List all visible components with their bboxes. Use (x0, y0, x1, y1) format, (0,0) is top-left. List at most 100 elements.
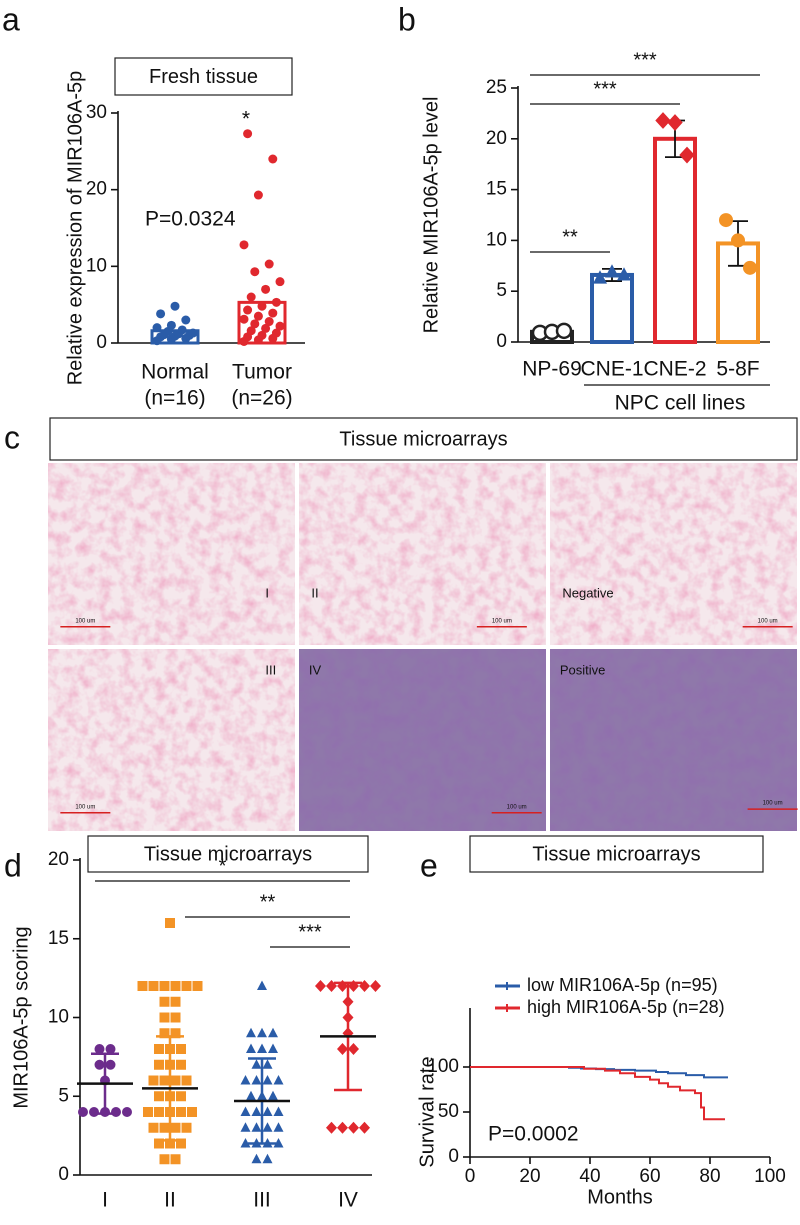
y-tick-label: 0 (96, 332, 107, 353)
data-point (246, 326, 256, 336)
data-point (250, 319, 260, 329)
data-point (240, 1122, 251, 1132)
bar (590, 272, 634, 344)
data-point (239, 314, 249, 324)
y-tick-label: 0 (58, 1164, 69, 1185)
x-tick-label: 60 (639, 1166, 660, 1187)
data-point (667, 114, 683, 131)
data-point (159, 1122, 170, 1133)
panel-letter: c (4, 419, 20, 455)
micrograph-texture (550, 649, 797, 831)
significance-label: ** (562, 226, 578, 248)
data-point (268, 308, 278, 318)
y-tick-label: 15 (486, 179, 507, 200)
data-point (170, 981, 181, 991)
scale-bar-label: 100 um (763, 801, 783, 807)
data-point (593, 270, 607, 284)
x-tick-note: (n=16) (144, 387, 205, 410)
data-point (111, 1107, 121, 1117)
image-label: II (311, 585, 318, 600)
data-point (261, 323, 271, 333)
x-tick-label: Tumor (232, 361, 292, 384)
y-tick-label: 10 (486, 229, 507, 250)
data-point (731, 233, 745, 248)
data-point (253, 311, 263, 321)
data-point (251, 1122, 262, 1132)
title-box (469, 835, 764, 873)
data-point (154, 1044, 164, 1054)
x-tick-label: 40 (579, 1166, 600, 1187)
data-point (177, 325, 187, 335)
data-point (240, 1075, 251, 1085)
x-axis-label: Months (587, 1186, 653, 1208)
data-point (170, 996, 181, 1007)
panel-letter: d (4, 847, 22, 883)
legend-label: low MIR106A-5p (n=95) (527, 975, 718, 995)
image-label: I (265, 585, 269, 600)
data-point (170, 1154, 181, 1165)
data-point (176, 1107, 186, 1117)
data-point (176, 1059, 186, 1070)
data-point (159, 1154, 170, 1165)
significance-label: * (219, 855, 227, 877)
data-point (261, 284, 271, 294)
significance-label: *** (633, 49, 657, 71)
data-point (122, 1107, 132, 1117)
data-point (250, 267, 260, 277)
data-point (359, 1121, 370, 1134)
data-point (257, 1027, 267, 1038)
data-point (262, 1153, 273, 1164)
data-point (187, 1107, 197, 1117)
scale-bar-label: 100 um (758, 618, 778, 624)
data-point (246, 1027, 256, 1038)
data-point (159, 1012, 170, 1023)
x-tick-label: Normal (141, 361, 209, 384)
y-axis-label: Survival rate (416, 1056, 438, 1167)
significance-label: *** (298, 921, 322, 943)
data-point (176, 1138, 186, 1149)
x-tick-label: 0 (465, 1166, 476, 1187)
data-point (271, 297, 281, 307)
y-axis-label: Relative MIR106A-5p level (420, 97, 442, 334)
data-point (170, 1028, 181, 1039)
p-value: P=0.0002 (488, 1123, 579, 1146)
data-point (273, 1106, 284, 1116)
panel-title: Tissue microarrays (144, 843, 312, 865)
x-tick-label: I (102, 1189, 108, 1212)
bar (653, 136, 697, 344)
micrograph-texture (48, 649, 295, 831)
legend-label: high MIR106A-5p (n=28) (527, 997, 725, 1017)
data-point (105, 1044, 116, 1054)
image-label: Negative (562, 585, 613, 600)
x-tick-label: 100 (754, 1166, 786, 1187)
data-point (192, 981, 203, 991)
data-point (137, 981, 148, 991)
x-tick-label: II (164, 1189, 176, 1212)
data-point (262, 1106, 273, 1116)
data-point (170, 1075, 181, 1086)
data-point (262, 1122, 273, 1132)
scale-bar-label: 100 um (507, 804, 527, 810)
panel-title: Tissue microarrays (532, 843, 700, 865)
panel-letter: b (398, 1, 416, 37)
data-point (181, 1122, 192, 1133)
image-label: III (265, 662, 276, 677)
y-tick-label: 20 (486, 128, 507, 149)
data-point (655, 112, 671, 129)
data-point (94, 1059, 105, 1070)
y-tick-label: 5 (496, 280, 507, 301)
micrograph-texture (299, 463, 546, 645)
y-tick-label: 20 (48, 849, 69, 870)
y-tick-label: 50 (438, 1101, 459, 1122)
p-value: P=0.0324 (145, 208, 236, 231)
data-point (348, 1043, 359, 1055)
scale-bar-label: 100 um (75, 618, 95, 624)
data-point (257, 1043, 267, 1053)
data-point (264, 259, 274, 269)
data-point (275, 321, 285, 331)
data-point (251, 1059, 262, 1069)
data-point (188, 328, 198, 338)
data-point (152, 323, 162, 333)
significance-label: ** (260, 891, 276, 913)
x-tick-label: CNE-1 (580, 358, 643, 381)
